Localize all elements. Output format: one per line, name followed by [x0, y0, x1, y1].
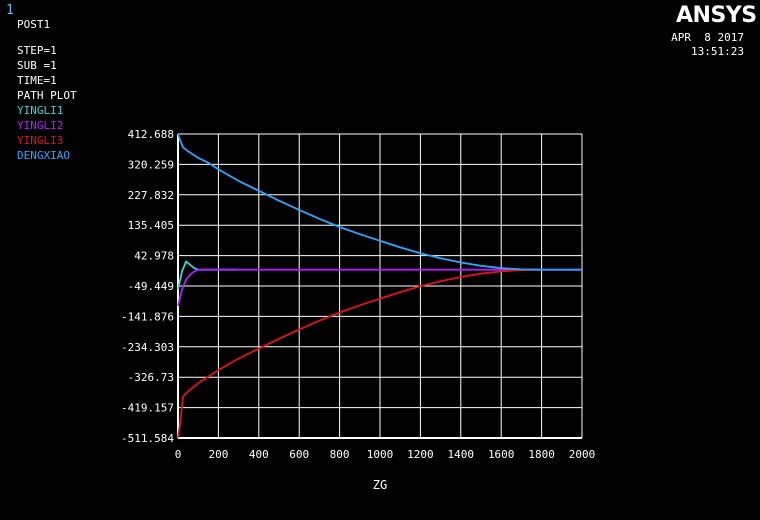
x-tick-label: 600	[289, 448, 309, 461]
x-tick-label: 1400	[448, 448, 475, 461]
y-tick-label: -326.73	[128, 371, 174, 384]
x-tick-label: 800	[330, 448, 350, 461]
x-tick-label: 200	[208, 448, 228, 461]
legend-entry-yingli2: YINGLI2	[17, 119, 64, 132]
legend-entry-dengxiao: DENGXIAO	[17, 149, 70, 162]
x-tick-label: 1800	[528, 448, 555, 461]
timestamp: APR 8 2017 13:51:23	[671, 31, 744, 59]
ansys-logo: ANSYS	[676, 3, 757, 28]
series-line-yingli2	[177, 268, 582, 307]
x-tick-label: 400	[249, 448, 269, 461]
plot-info-block: POST1 STEP=1 SUB =1 TIME=1 PATH PLOT YIN…	[17, 17, 77, 163]
x-tick-label: 2000	[569, 448, 596, 461]
y-tick-labels: 412.688 320.259 227.832 135.405 42.978 -49.44…	[121, 128, 174, 445]
y-tick-label: -49.449	[128, 280, 174, 293]
y-tick-label: 320.259	[128, 158, 174, 171]
y-tick-label: -419.157	[121, 402, 174, 415]
y-tick-label: -511.584	[121, 432, 174, 445]
x-axis-label: ZG	[373, 478, 387, 492]
info-line-path-plot: PATH PLOT	[17, 89, 77, 102]
x-tick-label: 1000	[367, 448, 394, 461]
series-line-yingli3	[177, 268, 542, 438]
chart-grid	[177, 133, 583, 439]
y-tick-label: 135.405	[128, 219, 174, 232]
y-tick-label: -234.303	[121, 341, 174, 354]
time-text: 13:51:23	[691, 45, 744, 58]
info-line-sub: SUB =1	[17, 59, 57, 72]
info-line-post: POST1	[17, 18, 51, 31]
chart-series	[177, 133, 582, 438]
window-number: 1	[6, 3, 14, 18]
y-tick-label: 227.832	[128, 189, 174, 202]
y-tick-label: 412.688	[128, 128, 174, 141]
info-line-step: STEP=1	[17, 44, 57, 57]
legend-entry-yingli1: YINGLI1	[17, 104, 64, 117]
x-tick-label: 0	[175, 448, 182, 461]
legend-entry-yingli3: YINGLI3	[17, 134, 64, 147]
x-tick-label: 1200	[407, 448, 434, 461]
y-tick-label: 42.978	[134, 250, 174, 263]
y-tick-label: -141.876	[121, 310, 174, 323]
series-line-dengxiao	[177, 133, 582, 271]
x-tick-labels: 0 200 400 600 800 1000 1200 1400 1600 1800 2000	[175, 448, 596, 461]
x-tick-label: 1600	[488, 448, 515, 461]
info-line-time: TIME=1	[17, 74, 57, 87]
date-text: APR 8 2017	[671, 31, 744, 44]
series-line-yingli1	[177, 260, 239, 290]
